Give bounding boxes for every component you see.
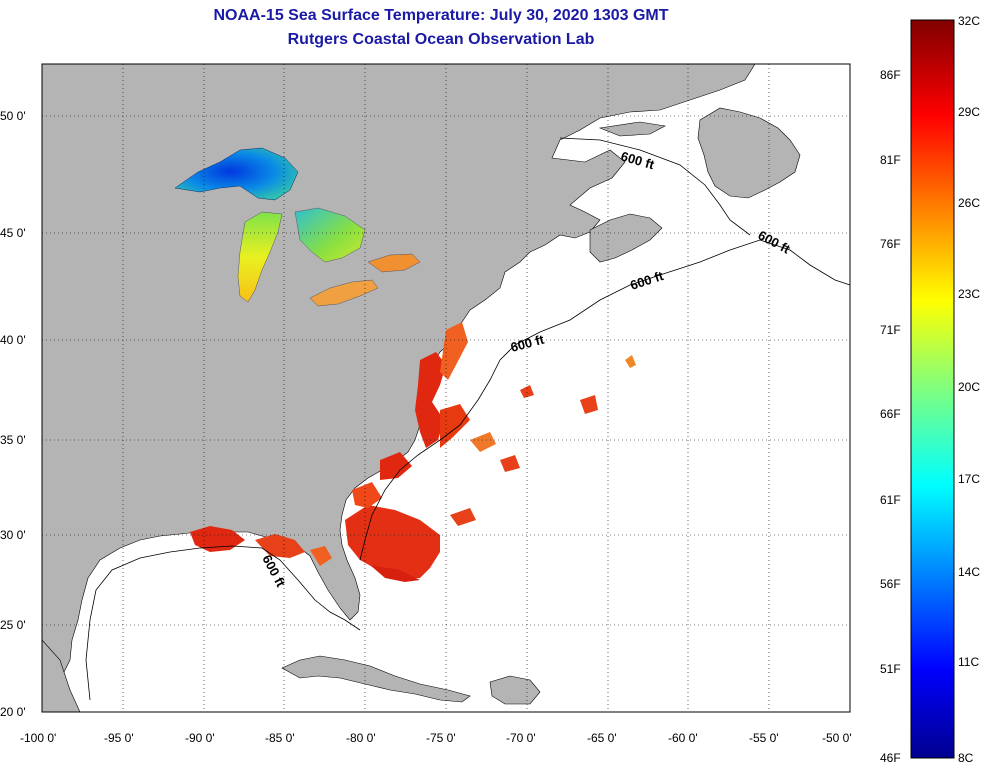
atlantic-sst <box>345 322 636 582</box>
lake-michigan-sst <box>237 211 283 303</box>
colorbar-label-celsius: 17C <box>958 472 980 486</box>
lat-label: 45 0' <box>0 226 26 240</box>
lon-label: -95 0' <box>104 731 134 745</box>
colorbar-label-fahrenheit: 66F <box>880 407 901 421</box>
land-newfoundland <box>697 107 801 199</box>
land-hispaniola <box>489 675 541 705</box>
colorbar-label-fahrenheit: 86F <box>880 68 901 82</box>
colorbar-label-fahrenheit: 46F <box>880 751 901 765</box>
lon-axis: -100 0' -95 0' -90 0' -85 0' -80 0' -75 … <box>20 731 852 745</box>
lake-ontario-sst <box>367 253 421 273</box>
colorbar-label-fahrenheit: 51F <box>880 662 901 676</box>
lat-label: 25 0' <box>0 618 26 632</box>
land-anticosti <box>598 121 666 137</box>
colorbar-label-fahrenheit: 76F <box>880 237 901 251</box>
lon-label: -90 0' <box>185 731 215 745</box>
land-cuba <box>281 655 471 703</box>
colorbar: 32C 29C 26C 23C 20C 17C 14C 11C 8C 86F 8… <box>880 14 980 765</box>
colorbar-label-celsius: 11C <box>958 655 979 669</box>
map-title: NOAA-15 Sea Surface Temperature: July 30… <box>213 7 669 24</box>
graticule <box>42 64 850 712</box>
lon-label: -65 0' <box>587 731 617 745</box>
colorbar-label-celsius: 23C <box>958 287 980 301</box>
lon-label: -80 0' <box>346 731 376 745</box>
lat-label: 30 0' <box>0 528 26 542</box>
colorbar-label-fahrenheit: 56F <box>880 577 901 591</box>
depth-contour-600ft <box>85 137 851 701</box>
lon-label: -70 0' <box>506 731 536 745</box>
land-north-america <box>42 64 756 712</box>
map-subtitle: Rutgers Coastal Ocean Observation Lab <box>287 31 595 48</box>
lon-label: -55 0' <box>749 731 779 745</box>
lon-label: -50 0' <box>822 731 852 745</box>
lat-label: 20 0' <box>0 705 26 719</box>
lake-erie-sst <box>309 279 379 307</box>
land-nova-scotia <box>589 213 663 263</box>
lat-label: 50 0' <box>0 109 26 123</box>
colorbar-label-celsius: 32C <box>958 14 980 28</box>
lon-label: -100 0' <box>20 731 56 745</box>
lat-label: 35 0' <box>0 433 26 447</box>
colorbar-label-fahrenheit: 61F <box>880 493 901 507</box>
land-yucatan <box>42 639 81 712</box>
lake-huron-sst <box>294 207 366 263</box>
colorbar-label-celsius: 8C <box>958 751 974 765</box>
great-lakes-sst <box>174 147 421 307</box>
lon-label: -85 0' <box>265 731 295 745</box>
colorbar-label-celsius: 29C <box>958 105 980 119</box>
colorbar-label-celsius: 26C <box>958 196 980 210</box>
lake-superior-sst <box>174 147 299 201</box>
colorbar-label-celsius: 14C <box>958 565 980 579</box>
colorbar-label-celsius: 20C <box>958 380 980 394</box>
colorbar-label-fahrenheit: 81F <box>880 153 901 167</box>
lon-label: -75 0' <box>426 731 456 745</box>
lat-label: 40 0' <box>0 333 26 347</box>
lon-label: -60 0' <box>668 731 698 745</box>
colorbar-gradient <box>910 19 955 759</box>
colorbar-label-fahrenheit: 71F <box>880 323 901 337</box>
lat-axis: 50 0' 45 0' 40 0' 35 0' 30 0' 25 0' 20 0… <box>0 109 26 719</box>
